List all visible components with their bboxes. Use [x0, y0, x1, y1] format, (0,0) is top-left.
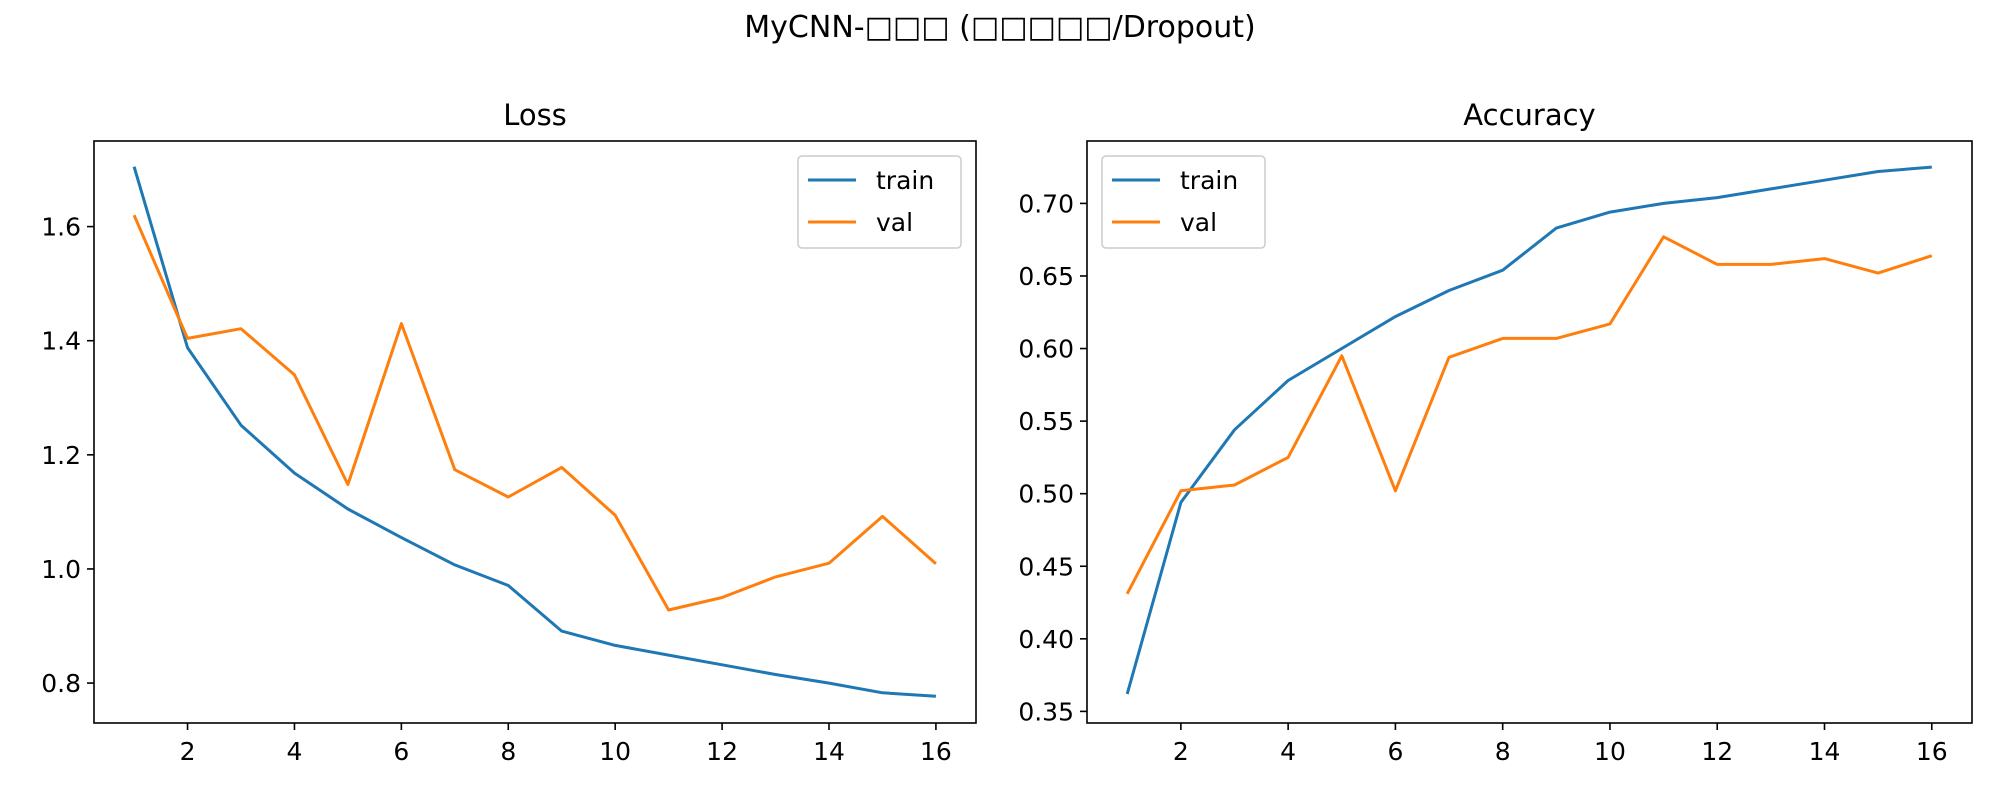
loss-xtick-label: 8 — [500, 737, 516, 766]
figure-title: MyCNN-□□□ (□□□□□/Dropout) — [744, 10, 1256, 45]
loss-xtick-label: 6 — [393, 737, 409, 766]
accuracy-ytick-label: 0.55 — [1018, 407, 1074, 436]
loss-xtick-label: 16 — [920, 737, 952, 766]
accuracy-ytick-label: 0.35 — [1018, 697, 1074, 726]
accuracy-ytick-label: 0.70 — [1018, 189, 1074, 218]
accuracy-legend-label-train: train — [1180, 166, 1238, 195]
loss-legend-label-val: val — [876, 208, 913, 237]
loss-train-line — [132, 166, 936, 698]
accuracy-xtick-label: 16 — [1916, 737, 1948, 766]
loss-xtick-label: 14 — [813, 737, 845, 766]
accuracy-ytick-label: 0.60 — [1018, 335, 1074, 364]
accuracy-train-line — [1125, 165, 1932, 695]
accuracy-ytick-label: 0.50 — [1018, 480, 1074, 509]
accuracy-xtick-label: 6 — [1387, 737, 1403, 766]
loss-xtick-label: 10 — [599, 737, 631, 766]
loss-val-line — [132, 214, 937, 612]
loss-legend: train val — [797, 155, 962, 249]
loss-ytick-label: 1.6 — [41, 213, 81, 242]
accuracy-ytick-label: 0.45 — [1018, 552, 1074, 581]
loss-xtick-label: 2 — [180, 737, 196, 766]
loss-ytick-label: 1.2 — [41, 441, 81, 470]
loss-legend-label-train: train — [876, 166, 934, 195]
accuracy-xtick-label: 10 — [1594, 737, 1626, 766]
loss-ytick-label: 0.8 — [41, 669, 81, 698]
accuracy-legend-label-val: val — [1180, 208, 1217, 237]
loss-plot-frame — [93, 140, 977, 724]
accuracy-xtick-label: 8 — [1495, 737, 1511, 766]
accuracy-ytick-label: 0.65 — [1018, 262, 1074, 291]
accuracy-ytick-label: 0.40 — [1018, 625, 1074, 654]
accuracy-xtick-label: 14 — [1809, 737, 1841, 766]
accuracy-title: Accuracy — [1463, 98, 1595, 132]
accuracy-xtick-label: 12 — [1701, 737, 1733, 766]
accuracy-legend: train val — [1101, 155, 1266, 249]
accuracy-val-line — [1125, 235, 1933, 595]
loss-ytick-label: 1.0 — [41, 555, 81, 584]
accuracy-xtick-label: 4 — [1280, 737, 1296, 766]
loss-title: Loss — [503, 98, 567, 132]
accuracy-xtick-label: 2 — [1173, 737, 1189, 766]
loss-chart: Loss 2 4 6 8 10 12 14 16 0.8 1.0 1.2 1.4 1.6 train val — [41, 98, 977, 766]
loss-ytick-label: 1.4 — [41, 327, 81, 356]
loss-xtick-label: 12 — [706, 737, 738, 766]
loss-xtick-label: 4 — [287, 737, 303, 766]
accuracy-plot-frame — [1086, 140, 1973, 724]
accuracy-chart: Accuracy 2 4 6 8 10 12 14 16 0.35 0.40 0.45 0.50 0.55… — [1018, 98, 1973, 766]
